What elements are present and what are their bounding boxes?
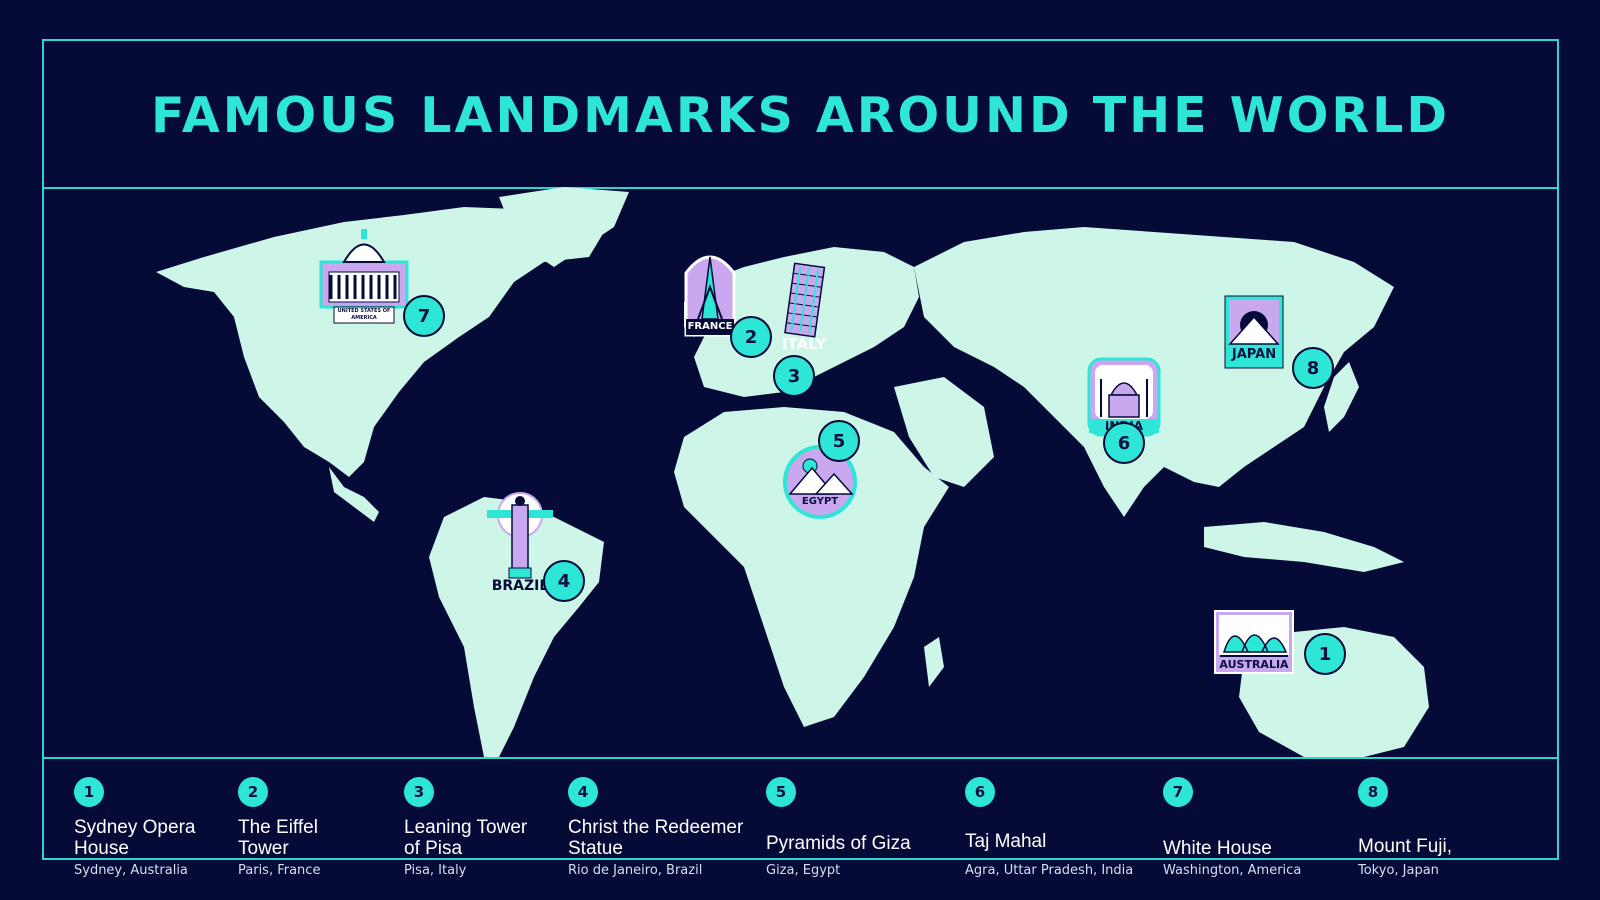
france-badge-label: FRANCE [687, 321, 733, 332]
map-marker-8[interactable]: 8 [1292, 347, 1334, 389]
landmark-name: The Eiffel Tower [238, 817, 318, 859]
continent-north-america [156, 207, 604, 477]
map-marker-5[interactable]: 5 [818, 420, 860, 462]
italy-pisa-badge: ITALY [779, 260, 829, 355]
usa-badge-label: UNITED STATES OF AMERICA [337, 308, 391, 321]
map-marker-7[interactable]: 7 [403, 295, 445, 337]
legend-number-badge: 3 [404, 777, 434, 807]
australia-badge-label: AUSTRALIA [1219, 658, 1289, 671]
japan-fuji-badge: JAPAN [1224, 295, 1284, 369]
islands-indonesia [1204, 522, 1404, 572]
legend-number-badge: 2 [238, 777, 268, 807]
landmark-name: White House [1163, 838, 1272, 859]
legend-number-badge: 8 [1358, 777, 1388, 807]
central-america [329, 467, 379, 522]
landmark-location: Rio de Janeiro, Brazil [568, 863, 703, 878]
region-middle-east [894, 377, 994, 487]
france-eiffel-badge: FRANCE [684, 247, 736, 337]
landmark-name: Pyramids of Giza [766, 833, 911, 854]
brazil-christ-badge: BRAZIL [485, 490, 555, 595]
legend-number-badge: 1 [74, 777, 104, 807]
landmark-location: Sydney, Australia [74, 863, 188, 878]
map-marker-1[interactable]: 1 [1304, 633, 1346, 675]
landmark-name: Sydney Opera House [74, 817, 196, 859]
legend-number-badge: 5 [766, 777, 796, 807]
infographic-frame: FAMOUS LANDMARKS AROUND THE WORLD [42, 39, 1559, 878]
world-map: UNITED STATES OF AMERICA FRANCE ITALY [44, 187, 1557, 759]
australia-opera-badge: AUSTRALIA [1214, 610, 1294, 674]
landmark-location: Giza, Egypt [766, 863, 841, 878]
india-taj-badge: INDIA [1087, 357, 1161, 437]
island-japan [1324, 362, 1359, 432]
landmark-name: Christ the Redeemer Statue [568, 817, 744, 859]
legend: 1 Sydney Opera House Sydney, Australia 2… [44, 759, 1557, 878]
legend-number-badge: 4 [568, 777, 598, 807]
egypt-pyramids-badge: EGYPT [782, 444, 858, 520]
island-madagascar [924, 637, 944, 687]
landmark-location: Washington, America [1163, 863, 1302, 878]
landmark-name: Leaning Tower of Pisa [404, 817, 528, 859]
map-marker-4[interactable]: 4 [543, 560, 585, 602]
title-band: FAMOUS LANDMARKS AROUND THE WORLD [44, 41, 1557, 189]
map-marker-3[interactable]: 3 [773, 355, 815, 397]
japan-badge-label: JAPAN [1231, 347, 1277, 362]
continent-africa [674, 407, 949, 727]
legend-number-badge: 6 [965, 777, 995, 807]
italy-badge-label: ITALY [781, 335, 827, 353]
egypt-badge-label: EGYPT [801, 496, 839, 507]
landmark-location: Agra, Uttar Pradesh, India [965, 863, 1134, 878]
island-greenland [499, 187, 629, 267]
page-title: FAMOUS LANDMARKS AROUND THE WORLD [150, 86, 1451, 144]
landmark-name: Mount Fuji, [1358, 836, 1452, 857]
legend-number-badge: 7 [1163, 777, 1193, 807]
map-marker-2[interactable]: 2 [730, 316, 772, 358]
landmark-location: Tokyo, Japan [1358, 863, 1439, 878]
brazil-badge-label: BRAZIL [491, 578, 549, 594]
landmark-location: Paris, France [238, 863, 321, 878]
landmark-name: Taj Mahal [965, 831, 1047, 852]
usa-capitol-badge: UNITED STATES OF AMERICA [319, 227, 409, 327]
map-marker-6[interactable]: 6 [1103, 422, 1145, 464]
landmark-location: Pisa, Italy [404, 863, 467, 878]
